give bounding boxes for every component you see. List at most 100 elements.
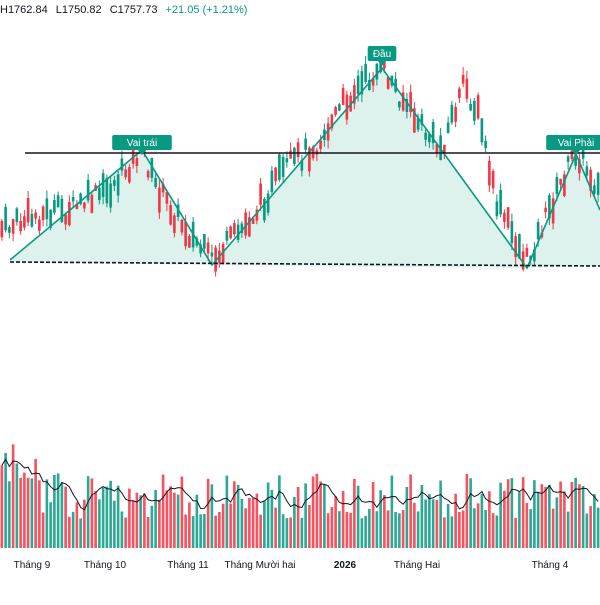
candle-body xyxy=(409,92,412,113)
candle-body xyxy=(263,198,266,221)
volume-bar xyxy=(570,481,574,548)
volume-bar xyxy=(424,499,427,548)
volume-bar xyxy=(98,499,101,548)
volume-ma-line xyxy=(1,458,599,511)
volume-bar xyxy=(64,486,67,548)
candle-body xyxy=(563,174,566,196)
volume-bar xyxy=(83,499,86,548)
label-head-bg xyxy=(367,46,397,61)
candle-body xyxy=(60,198,64,222)
volume-bar xyxy=(514,517,517,548)
x-tick-label: Tháng 11 xyxy=(167,560,209,571)
candle-body xyxy=(251,218,255,224)
volume-bar xyxy=(379,490,382,548)
volume-bar xyxy=(221,503,225,548)
volume-bar xyxy=(341,491,345,548)
volume-bar xyxy=(11,444,15,548)
candle-body xyxy=(555,177,559,194)
label-layer: Vai trái Đầu Vai Phải xyxy=(112,46,600,155)
pattern-area-3 xyxy=(527,154,600,268)
candle-body xyxy=(236,224,240,240)
candle-body xyxy=(334,107,337,115)
label-head-arrow xyxy=(378,61,386,66)
volume-bar xyxy=(581,486,585,548)
candle-body xyxy=(4,206,7,231)
volume-bar xyxy=(90,478,94,548)
candle-body xyxy=(308,147,311,172)
ohlc-high: H1762.84 xyxy=(0,4,48,16)
x-tick-label: Tháng 4 xyxy=(532,560,569,571)
candle-body xyxy=(0,220,4,238)
candle-body xyxy=(105,178,109,204)
label-left-shoulder: Vai trái xyxy=(112,135,172,155)
label-right-shoulder-arrow xyxy=(572,150,580,155)
candle-body xyxy=(71,197,75,202)
candle-body xyxy=(503,212,506,222)
candle-body xyxy=(240,223,244,233)
neckline-support xyxy=(9,261,600,267)
candle-body xyxy=(364,63,367,82)
candle-body xyxy=(345,94,349,120)
volume-bar xyxy=(19,477,22,548)
candle-body xyxy=(278,154,281,180)
candle-body xyxy=(420,114,424,125)
volume-bar xyxy=(135,492,139,548)
volume-bar xyxy=(38,480,41,548)
candle-body xyxy=(206,242,210,254)
volume-bar xyxy=(116,485,120,548)
volume-bar xyxy=(353,478,356,548)
candle-body xyxy=(326,123,330,141)
volume-bar xyxy=(206,478,210,548)
candle-body xyxy=(450,104,454,123)
volume-bar xyxy=(191,516,195,548)
candle-body xyxy=(154,177,157,188)
candle-body xyxy=(371,78,375,86)
volume-layer xyxy=(0,444,600,548)
candle-body xyxy=(79,193,82,205)
label-head-text: Đầu xyxy=(373,48,391,60)
volume-bar xyxy=(334,496,337,548)
candle-body xyxy=(68,202,71,226)
candle-body xyxy=(488,160,491,186)
ohlc-readout: H1762.84 L1750.82 C1757.73 +21.05 (+1.21… xyxy=(0,4,252,16)
candle-body xyxy=(150,157,154,178)
candle-body xyxy=(581,149,585,159)
candle-body xyxy=(401,92,405,111)
volume-bar xyxy=(120,511,124,548)
candle-body xyxy=(221,243,225,264)
candle-body xyxy=(514,236,517,258)
volume-bar xyxy=(518,492,521,548)
volume-bar xyxy=(79,518,82,548)
candle-body xyxy=(589,169,592,191)
label-left-shoulder-bg xyxy=(112,135,172,150)
volume-bar xyxy=(401,510,405,548)
volume-bar xyxy=(251,498,255,548)
candle-body xyxy=(330,114,334,129)
volume-bar xyxy=(150,505,154,548)
volume-bar xyxy=(236,484,240,548)
volume-bar xyxy=(469,478,472,548)
volume-bar xyxy=(45,479,49,548)
volume-bar xyxy=(360,518,364,548)
candle-body xyxy=(413,108,416,133)
candle-body xyxy=(424,132,427,140)
candle-body xyxy=(135,158,139,166)
volume-bar xyxy=(274,507,277,548)
candle-body xyxy=(484,140,487,149)
candle-body xyxy=(56,195,60,208)
volume-bar xyxy=(555,497,559,548)
candle-body xyxy=(124,169,127,178)
candle-body xyxy=(169,205,172,225)
candle-body xyxy=(248,217,251,237)
candle-body xyxy=(473,100,476,121)
candle-body xyxy=(476,95,480,119)
candle-body xyxy=(443,144,446,153)
volume-bar xyxy=(75,502,79,548)
volume-bar xyxy=(585,513,589,548)
volume-bar xyxy=(563,491,566,548)
candle-body xyxy=(116,174,120,196)
candle-body xyxy=(184,221,187,247)
volume-bar xyxy=(176,494,180,548)
candle-body xyxy=(375,63,379,80)
